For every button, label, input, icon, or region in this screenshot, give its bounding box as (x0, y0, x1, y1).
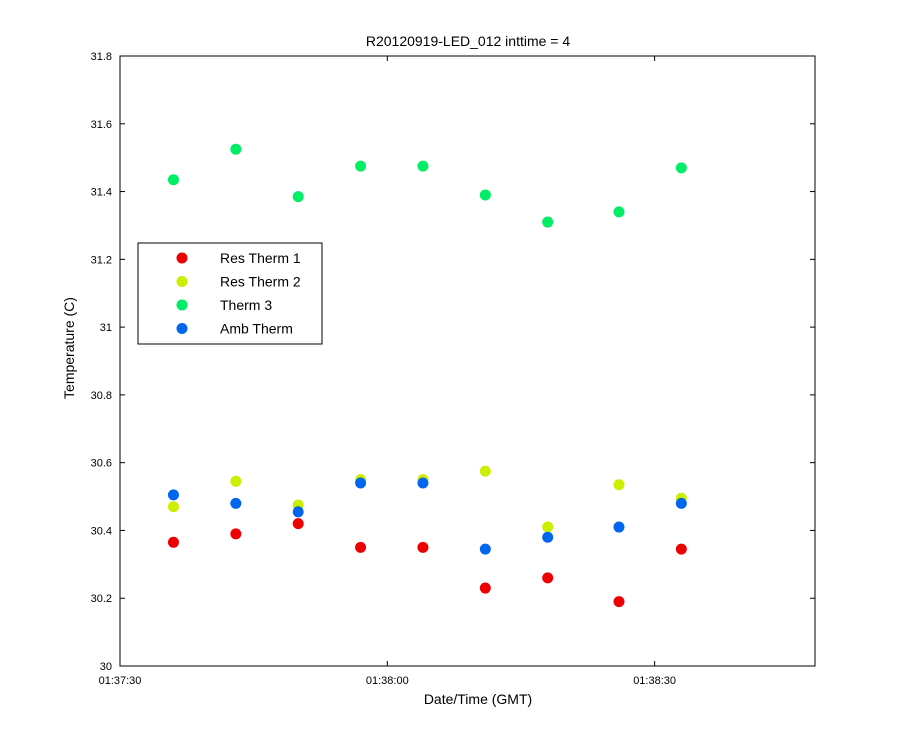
x-tick-label: 01:37:30 (99, 675, 142, 687)
legend-marker (176, 276, 188, 287)
data-point (675, 162, 687, 174)
y-tick-label: 31.2 (91, 254, 112, 266)
chart-title: R20120919-LED_012 inttime = 4 (366, 33, 571, 49)
x-tick-label: 01:38:30 (633, 675, 676, 687)
legend-box (137, 242, 323, 345)
data-point (542, 521, 554, 533)
data-point (292, 506, 304, 518)
data-point (417, 541, 429, 553)
data-point (230, 497, 242, 509)
y-tick-label: 31.4 (91, 187, 112, 199)
legend-label: Res Therm 1 (220, 250, 301, 266)
data-point (542, 531, 554, 543)
data-point (675, 497, 687, 509)
data-point (613, 596, 625, 608)
y-axis-title: Temperature (C) (61, 297, 77, 399)
y-tick-label: 31 (100, 322, 112, 334)
y-tick-label: 31.6 (91, 119, 112, 131)
data-point (167, 501, 179, 513)
legend-marker (176, 252, 188, 264)
data-point (355, 160, 367, 172)
data-point (230, 475, 242, 487)
data-points (167, 143, 687, 608)
data-point (613, 521, 625, 533)
legend: Res Therm 1 Res Therm 2 Therm 3 Amb Therm (137, 242, 323, 345)
data-point (613, 479, 625, 491)
y-tick-label: 30 (100, 661, 112, 673)
legend-label: Therm 3 (220, 297, 272, 313)
data-point (355, 477, 367, 489)
data-point (167, 489, 179, 501)
y-tick-label: 30.8 (91, 390, 112, 402)
data-point (230, 528, 242, 540)
data-point (417, 160, 429, 172)
series-res-therm-2 (167, 465, 687, 533)
data-point (167, 536, 179, 548)
data-point (417, 477, 429, 489)
y-tick-label: 31.8 (91, 51, 112, 63)
series-therm-3 (167, 143, 687, 228)
data-point (479, 189, 491, 201)
y-tick-label: 30.6 (91, 458, 112, 470)
data-point (292, 191, 304, 203)
data-point (479, 543, 491, 555)
data-point (167, 174, 179, 186)
x-axis-title: Date/Time (GMT) (424, 691, 532, 707)
x-tick-label: 01:38:00 (366, 675, 409, 687)
y-tick-label: 30.2 (91, 593, 112, 605)
data-point (230, 143, 242, 155)
data-point (675, 543, 687, 555)
legend-marker (176, 299, 188, 311)
plot-frame (119, 55, 816, 667)
y-tick-label: 30.4 (91, 525, 112, 537)
data-point (479, 465, 491, 477)
data-point (292, 518, 304, 530)
legend-marker (176, 323, 188, 334)
series-amb-therm (167, 477, 687, 555)
data-point (542, 216, 554, 228)
legend-label: Amb Therm (220, 321, 293, 337)
legend-label: Res Therm 2 (220, 274, 301, 290)
data-point (479, 582, 491, 594)
data-point (355, 541, 367, 553)
data-point (613, 206, 625, 218)
data-point (542, 572, 554, 584)
axes: 30 30.2 30.4 30.6 30.8 31 31.2 31.4 31.6 31.8 01:3… (91, 51, 816, 687)
series-res-therm-1 (167, 518, 687, 608)
